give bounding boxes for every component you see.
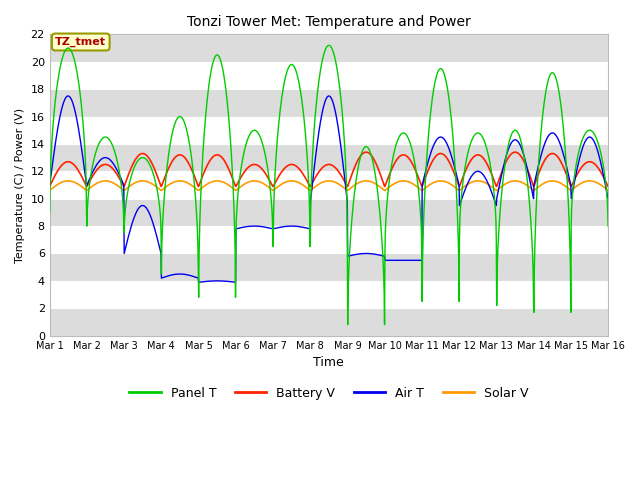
Y-axis label: Temperature (C) / Power (V): Temperature (C) / Power (V)	[15, 108, 25, 263]
Title: Tonzi Tower Met: Temperature and Power: Tonzi Tower Met: Temperature and Power	[187, 15, 471, 29]
Bar	[50, 89, 608, 117]
Text: TZ_tmet: TZ_tmet	[55, 37, 106, 47]
Bar	[50, 144, 608, 171]
Bar	[50, 308, 608, 336]
X-axis label: Time: Time	[314, 356, 344, 369]
Bar	[50, 253, 608, 281]
Bar	[50, 199, 608, 226]
Bar	[50, 35, 608, 62]
Legend: Panel T, Battery V, Air T, Solar V: Panel T, Battery V, Air T, Solar V	[124, 382, 533, 405]
